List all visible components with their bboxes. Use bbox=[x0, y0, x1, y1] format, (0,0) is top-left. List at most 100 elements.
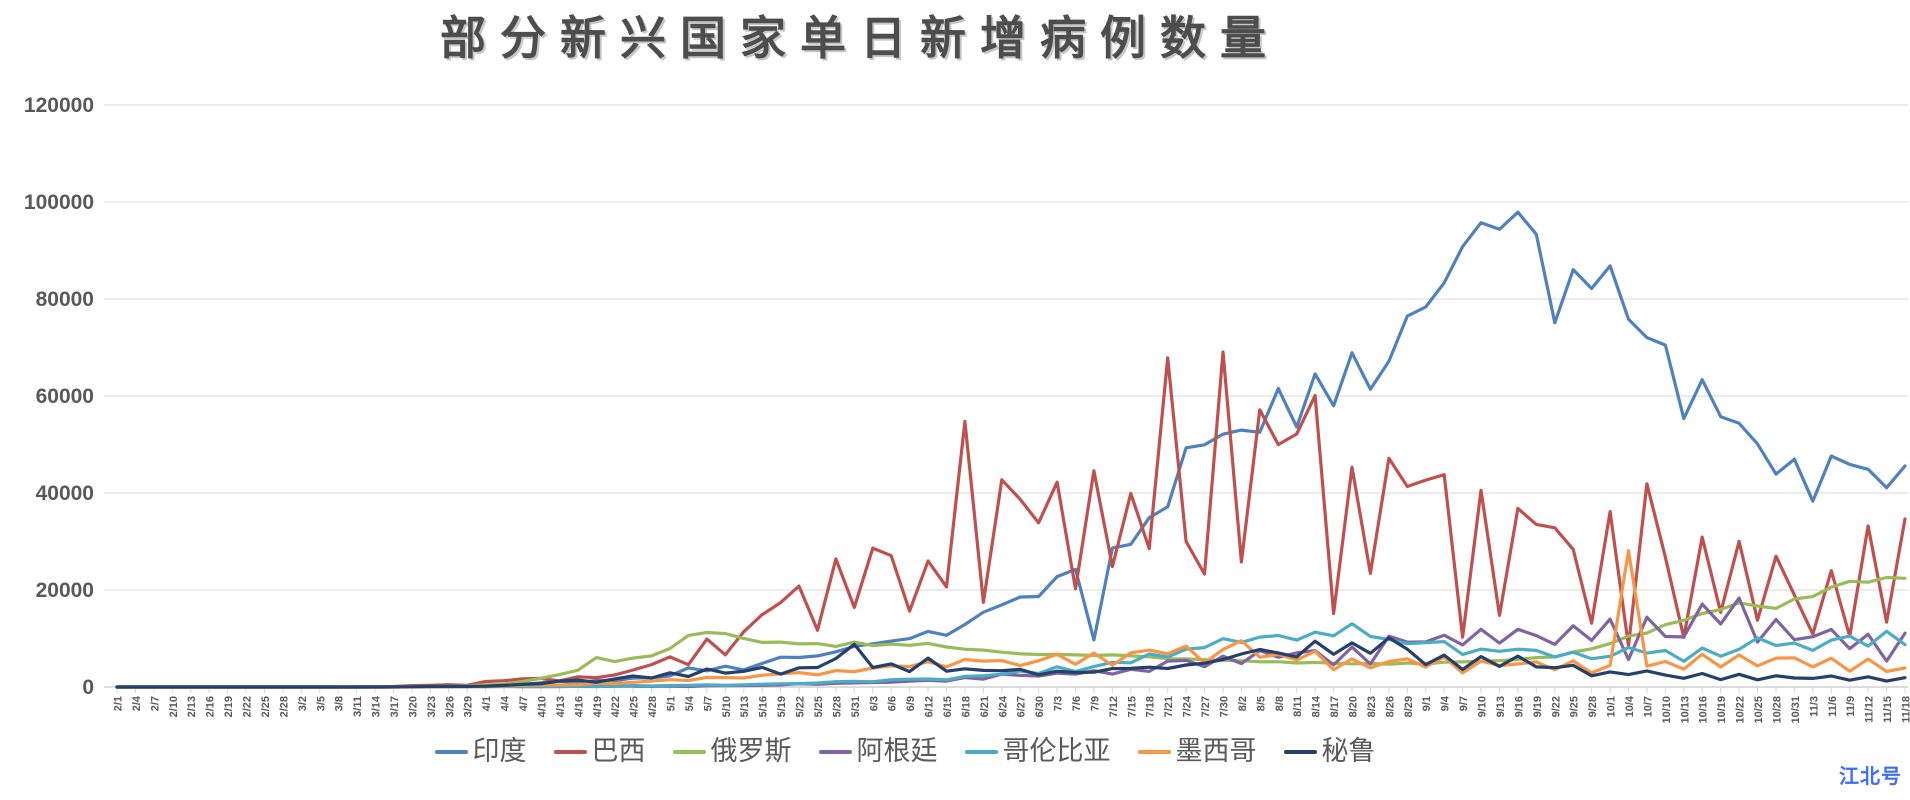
x-axis-label-9-28: 9/28 bbox=[1587, 696, 1599, 717]
x-axis-label-10-7: 10/7 bbox=[1642, 696, 1654, 717]
x-axis-label-4-13: 4/13 bbox=[555, 696, 567, 717]
x-axis-label-2-13: 2/13 bbox=[186, 696, 198, 717]
x-axis-label-5-1: 5/1 bbox=[665, 696, 677, 711]
legend-label-argentina: 阿根廷 bbox=[856, 736, 938, 766]
y-axis-label-40000: 40000 bbox=[36, 482, 94, 505]
legend-marker-colombia bbox=[964, 749, 998, 754]
legend-label-brazil: 巴西 bbox=[591, 736, 646, 766]
x-axis-label-5-10: 5/10 bbox=[721, 696, 733, 717]
legend-item-russia: 俄罗斯 bbox=[672, 736, 792, 766]
x-axis-label-3-23: 3/23 bbox=[426, 696, 438, 717]
series-line-india bbox=[115, 210, 1907, 689]
x-axis-label-2-25: 2/25 bbox=[260, 696, 272, 717]
y-axis-label-80000: 80000 bbox=[36, 288, 94, 311]
x-axis-label-2-1: 2/1 bbox=[113, 696, 125, 711]
x-axis-label-8-5: 8/5 bbox=[1255, 696, 1267, 711]
x-axis-label-3-17: 3/17 bbox=[389, 696, 401, 717]
x-axis-label-3-2: 3/2 bbox=[297, 696, 309, 711]
x-axis-label-5-25: 5/25 bbox=[813, 696, 825, 717]
legend-marker-argentina bbox=[818, 749, 852, 754]
chart-title: 部分新兴国家单日新增病例数量 bbox=[440, 13, 1280, 64]
x-axis-label-6-24: 6/24 bbox=[997, 695, 1009, 717]
x-axis-label-4-25: 4/25 bbox=[629, 696, 641, 717]
x-axis-label-3-20: 3/20 bbox=[407, 696, 419, 717]
x-axis-label-2-19: 2/19 bbox=[223, 696, 235, 717]
x-axis-label-2-4: 2/4 bbox=[131, 695, 143, 711]
x-axis-label-6-12: 6/12 bbox=[924, 696, 936, 717]
x-axis-label-5-13: 5/13 bbox=[739, 696, 751, 717]
x-axis-label-7-15: 7/15 bbox=[1126, 696, 1138, 717]
x-axis-label-10-31: 10/31 bbox=[1790, 696, 1802, 724]
legend-label-russia: 俄罗斯 bbox=[710, 736, 792, 766]
x-axis-label-6-6: 6/6 bbox=[887, 696, 899, 711]
x-axis-label-6-9: 6/9 bbox=[905, 696, 917, 711]
x-axis-label-8-8: 8/8 bbox=[1274, 696, 1286, 711]
y-axis-label-120000: 120000 bbox=[24, 94, 94, 117]
x-axis-label-9-4: 9/4 bbox=[1440, 695, 1452, 711]
x-axis-label-10-4: 10/4 bbox=[1624, 695, 1636, 717]
x-axis-label-10-10: 10/10 bbox=[1661, 696, 1673, 724]
x-axis-label-9-16: 9/16 bbox=[1513, 696, 1525, 717]
x-axis-label-3-5: 3/5 bbox=[315, 696, 327, 711]
x-axis-label-6-21: 6/21 bbox=[979, 696, 991, 717]
x-axis-label-6-3: 6/3 bbox=[868, 696, 880, 711]
x-axis-label-5-28: 5/28 bbox=[831, 696, 843, 717]
x-axis-label-5-7: 5/7 bbox=[702, 696, 714, 711]
x-axis-label-5-31: 5/31 bbox=[850, 696, 862, 717]
x-axis-label-6-30: 6/30 bbox=[1034, 696, 1046, 717]
x-axis-label-7-24: 7/24 bbox=[1182, 695, 1194, 717]
x-axis-label-11-15: 11/15 bbox=[1882, 696, 1894, 723]
y-axis-label-100000: 100000 bbox=[24, 191, 94, 214]
x-axis-label-5-19: 5/19 bbox=[776, 696, 788, 717]
x-axis-label-5-16: 5/16 bbox=[758, 696, 770, 717]
x-axis-label-10-28: 10/28 bbox=[1771, 696, 1783, 724]
series-line-peru bbox=[115, 636, 1907, 689]
x-axis-label-3-8: 3/8 bbox=[334, 696, 346, 711]
x-axis-label-10-19: 10/19 bbox=[1716, 696, 1728, 724]
legend-label-colombia: 哥伦比亚 bbox=[1002, 736, 1111, 766]
legend-marker-peru bbox=[1283, 749, 1317, 754]
legend-item-brazil: 巴西 bbox=[553, 736, 646, 766]
x-axis-label-4-22: 4/22 bbox=[610, 696, 622, 717]
x-axis-label-3-14: 3/14 bbox=[371, 695, 383, 717]
x-axis-label-2-28: 2/28 bbox=[278, 696, 290, 717]
legend-marker-mexico bbox=[1137, 749, 1171, 754]
x-axis-label-10-25: 10/25 bbox=[1753, 696, 1765, 724]
x-axis-label-8-14: 8/14 bbox=[1311, 695, 1323, 717]
watermark-text: 江北号 bbox=[1839, 766, 1902, 788]
legend-marker-russia bbox=[672, 749, 706, 754]
y-axis-label-20000: 20000 bbox=[36, 579, 94, 602]
legend-item-india: 印度 bbox=[434, 736, 527, 766]
x-axis-label-7-30: 7/30 bbox=[1218, 696, 1230, 717]
x-axis-label-10-16: 10/16 bbox=[1698, 696, 1710, 724]
x-axis-label-11-3: 11/3 bbox=[1808, 696, 1820, 717]
legend-label-mexico: 墨西哥 bbox=[1175, 736, 1257, 766]
legend-item-argentina: 阿根廷 bbox=[818, 736, 938, 766]
legend-item-peru: 秘鲁 bbox=[1283, 738, 1376, 765]
legend-label-india: 印度 bbox=[472, 736, 527, 766]
y-axis-label-60000: 60000 bbox=[36, 385, 94, 408]
x-axis-label-9-19: 9/19 bbox=[1532, 696, 1544, 717]
x-axis-label-8-23: 8/23 bbox=[1366, 696, 1378, 717]
x-axis-label-7-9: 7/9 bbox=[1089, 696, 1101, 711]
x-axis-label-2-10: 2/10 bbox=[168, 696, 180, 717]
x-axis-label-4-7: 4/7 bbox=[518, 696, 530, 711]
x-axis-label-7-27: 7/27 bbox=[1200, 696, 1212, 717]
x-axis-label-5-22: 5/22 bbox=[795, 696, 807, 717]
x-axis-label-9-7: 9/7 bbox=[1458, 696, 1470, 711]
x-axis-label-7-6: 7/6 bbox=[1071, 696, 1083, 711]
legend-item-colombia: 哥伦比亚 bbox=[964, 736, 1111, 766]
x-axis-label-9-1: 9/1 bbox=[1421, 696, 1433, 711]
y-axis-label-0: 0 bbox=[82, 676, 94, 699]
x-axis-label-10-22: 10/22 bbox=[1735, 696, 1747, 724]
x-axis-label-7-18: 7/18 bbox=[1145, 696, 1157, 717]
x-axis-label-7-12: 7/12 bbox=[1108, 696, 1120, 717]
x-axis-label-6-15: 6/15 bbox=[942, 696, 954, 717]
x-axis-label-2-7: 2/7 bbox=[149, 696, 161, 711]
x-axis-label-4-10: 4/10 bbox=[536, 696, 548, 717]
x-axis-label-11-6: 11/6 bbox=[1827, 696, 1839, 717]
x-axis-label-7-3: 7/3 bbox=[1053, 696, 1065, 711]
x-axis-label-4-28: 4/28 bbox=[647, 696, 659, 717]
